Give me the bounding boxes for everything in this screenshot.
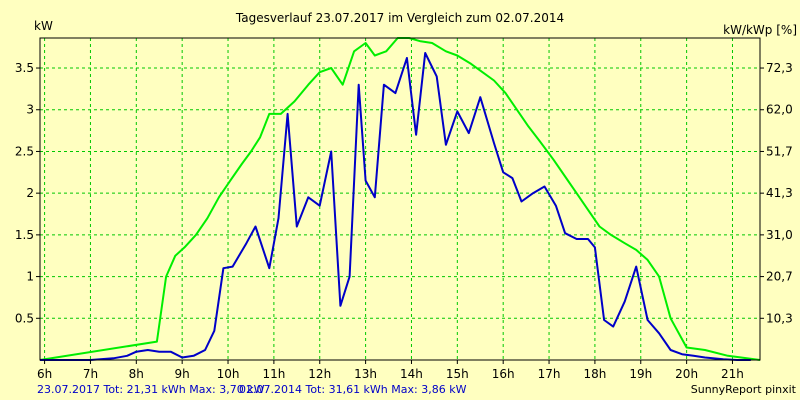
grid — [40, 38, 760, 360]
x-tick-label: 8h — [129, 367, 144, 381]
credit-text: SunnyReport pinxit — [691, 383, 797, 396]
x-tick-label: 14h — [400, 367, 423, 381]
x-tick-label: 16h — [492, 367, 515, 381]
y-axis-right-ticks: 10,3 20,7 31,0 41,3 51,7 62,0 72,3 — [760, 61, 793, 325]
chart-title: Tagesverlauf 23.07.2017 im Vergleich zum… — [235, 11, 564, 25]
x-tick-label: 21h — [721, 367, 744, 381]
plot-frame — [39, 37, 761, 361]
y-left-tick-label: 1 — [26, 270, 34, 284]
y-right-tick-label: 62,0 — [766, 103, 793, 117]
x-tick-label: 12h — [308, 367, 331, 381]
x-axis-ticks: 6h 7h 8h 9h 10h 11h 12h 13h 14h 15h 16h 17h 18h 19h 20… — [37, 360, 744, 381]
y-axis-left-ticks: 0.5 1 1.5 2 2.5 3 3.5 — [15, 61, 40, 325]
y-left-tick-label: 3.5 — [15, 61, 34, 75]
y-right-tick-label: 51,7 — [766, 144, 793, 158]
y-axis-left-label: kW — [34, 19, 53, 33]
y-right-tick-label: 31,0 — [766, 228, 793, 242]
y-left-tick-label: 0.5 — [15, 311, 34, 325]
series-line-1 — [40, 52, 751, 361]
x-tick-label: 15h — [446, 367, 469, 381]
x-tick-label: 7h — [83, 367, 98, 381]
x-tick-label: 17h — [538, 367, 561, 381]
legend-series-1: 23.07.2017 Tot: 21,31 kWh Max: 3,70 kW — [37, 383, 265, 396]
series-line-2 — [39, 37, 761, 361]
y-right-tick-label: 20,7 — [766, 270, 793, 284]
x-tick-label: 10h — [217, 367, 240, 381]
y-right-tick-label: 72,3 — [766, 61, 793, 75]
x-tick-label: 11h — [262, 367, 285, 381]
y-left-tick-label: 2.5 — [15, 144, 34, 158]
x-tick-label: 18h — [583, 367, 606, 381]
x-tick-label: 19h — [629, 367, 652, 381]
y-axis-right-label: kW/kWp [%] — [723, 23, 797, 37]
x-tick-label: 9h — [175, 367, 190, 381]
x-tick-label: 6h — [37, 367, 52, 381]
y-left-tick-label: 2 — [26, 186, 34, 200]
legend-series-2: 02.07.2014 Tot: 31,61 kWh Max: 3,86 kW — [239, 383, 467, 396]
x-tick-label: 20h — [675, 367, 698, 381]
y-left-tick-label: 3 — [26, 103, 34, 117]
y-left-tick-label: 1.5 — [15, 228, 34, 242]
x-tick-label: 13h — [354, 367, 377, 381]
y-right-tick-label: 10,3 — [766, 311, 793, 325]
y-right-tick-label: 41,3 — [766, 186, 793, 200]
series-group — [39, 37, 761, 361]
